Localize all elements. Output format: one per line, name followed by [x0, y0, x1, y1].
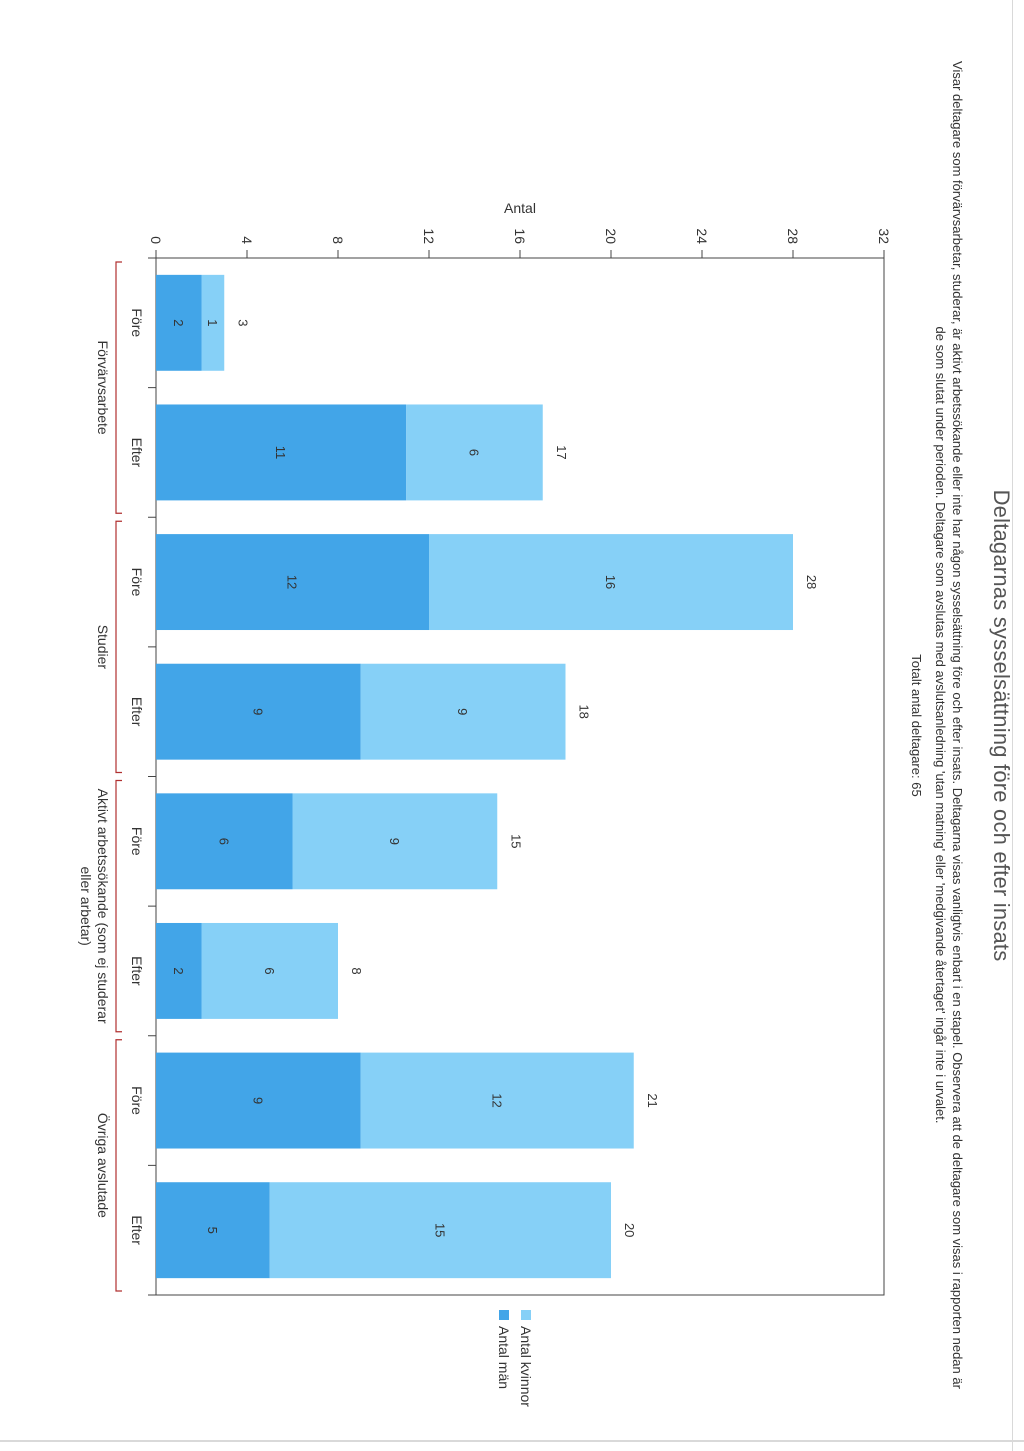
data-label-women: 1 [205, 319, 220, 326]
legend-swatch-men [499, 1310, 509, 1320]
data-label-men: 12 [285, 575, 300, 589]
data-label-women: 15 [432, 1223, 447, 1237]
legend-label-women: Antal kvinnor [518, 1326, 534, 1407]
x-tick-label: Efter [129, 1215, 145, 1245]
legend-swatch-women [521, 1310, 531, 1320]
data-label-total: 28 [804, 575, 819, 589]
bar-women [406, 404, 543, 501]
data-label-total: 21 [645, 1093, 660, 1107]
bar-women [269, 1182, 611, 1279]
data-label-men: 9 [250, 708, 265, 715]
bar-women [201, 922, 338, 1019]
y-axis-label: Antal [504, 200, 536, 216]
group-label: Aktivt arbetssökande (som ej studerarell… [78, 789, 111, 1024]
bar-women [292, 793, 498, 890]
data-label-men: 2 [171, 967, 186, 974]
data-label-men: 11 [273, 446, 288, 460]
data-label-total: 17 [554, 445, 569, 459]
bar-women [201, 274, 225, 371]
data-label-men: 9 [250, 1097, 265, 1104]
y-tick-label: 20 [603, 228, 619, 244]
legend-label-men: Antal män [496, 1326, 512, 1390]
data-label-women: 9 [387, 838, 402, 845]
data-label-women: 16 [603, 575, 618, 589]
bar-men [156, 1182, 270, 1279]
bar-men [156, 793, 293, 890]
data-label-men: 6 [216, 838, 231, 845]
y-tick-label: 12 [421, 228, 437, 244]
group-label: Övriga avslutade [95, 1113, 112, 1218]
y-tick-label: 0 [148, 236, 164, 244]
data-label-women: 12 [489, 1093, 504, 1107]
data-label-women: 6 [467, 449, 482, 456]
data-label-total: 3 [235, 319, 250, 326]
y-tick-label: 28 [785, 228, 801, 244]
bar-men [156, 274, 202, 371]
y-tick-label: 8 [330, 236, 346, 244]
data-label-total: 15 [508, 834, 523, 848]
group-label-line: Aktivt arbetssökande (som ej studerar [95, 789, 111, 1024]
data-label-total: 8 [349, 967, 364, 974]
data-label-total: 18 [577, 704, 592, 718]
page-edge-bottom [0, 1440, 1024, 1442]
group-bracket [115, 1039, 122, 1292]
data-label-men: 2 [171, 319, 186, 326]
legend-item-women: Antal kvinnor [518, 1310, 534, 1407]
bar-women [429, 534, 793, 631]
x-tick-label: Efter [129, 956, 145, 986]
x-tick-label: Före [129, 308, 145, 337]
x-tick-label: Före [129, 568, 145, 597]
bar-men [156, 1052, 361, 1149]
bar-men [156, 534, 429, 631]
data-label-total: 20 [622, 1223, 637, 1237]
bar-men [156, 663, 361, 760]
y-tick-label: 16 [512, 228, 528, 244]
group-bracket [115, 261, 122, 514]
page-edge-right [1012, 0, 1013, 1451]
data-label-women: 9 [455, 708, 470, 715]
data-label-women: 6 [262, 967, 277, 974]
legend-item-men: Antal män [496, 1310, 512, 1407]
data-label-men: 5 [205, 1227, 220, 1234]
group-label: Studier [95, 625, 111, 670]
y-tick-label: 32 [876, 228, 892, 244]
x-tick-label: Efter [129, 697, 145, 727]
bar-men [156, 404, 407, 501]
y-tick-label: 24 [694, 228, 710, 244]
bar-women [360, 663, 566, 760]
x-tick-label: Före [129, 827, 145, 856]
group-bracket [115, 520, 122, 774]
chart-legend: Antal kvinnor Antal män [490, 1310, 534, 1407]
bar-men [156, 922, 202, 1019]
group-label: Förvärvsarbete [95, 341, 111, 435]
group-bracket [115, 779, 122, 1033]
x-tick-label: Efter [129, 438, 145, 468]
x-tick-label: Före [129, 1086, 145, 1115]
bar-women [360, 1052, 634, 1149]
y-tick-label: 4 [239, 236, 255, 244]
group-label-line: eller arbetar) [78, 866, 94, 945]
